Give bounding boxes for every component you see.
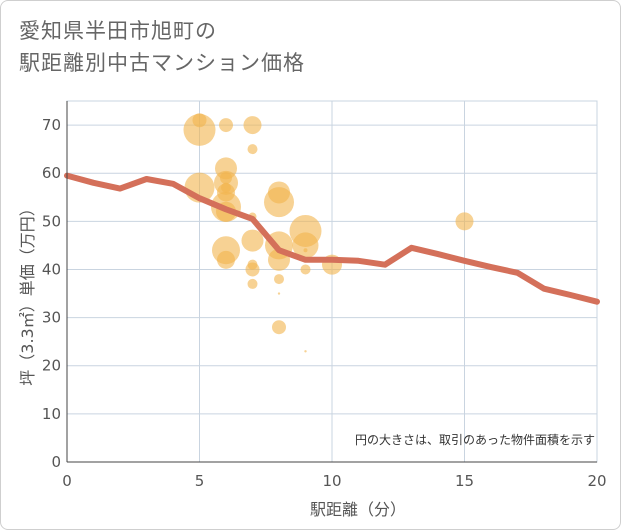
x-axis-title: 駅距離（分） — [310, 500, 406, 519]
bubble — [272, 320, 286, 335]
bubble — [264, 187, 294, 218]
bubble — [304, 350, 307, 353]
bubble — [245, 262, 260, 277]
y-tick-label: 60 — [42, 164, 61, 182]
x-tick-label: 15 — [455, 472, 474, 490]
bubble — [219, 118, 233, 133]
average-price-line — [64, 172, 600, 305]
x-tick-label: 5 — [195, 472, 205, 490]
y-tick-label: 70 — [42, 116, 61, 134]
bubble — [183, 113, 216, 146]
y-axis-title: 坪（3.3㎡）単価（万円） — [18, 200, 37, 385]
bubble — [241, 229, 264, 252]
y-tick-label: 20 — [42, 357, 61, 375]
bubble-size-note: 円の大きさは、取引のあった物件面積を示す — [355, 432, 595, 447]
bubble — [247, 278, 258, 289]
grid-lines — [66, 100, 598, 463]
x-tick-label: 20 — [587, 472, 606, 490]
bubble — [247, 144, 258, 155]
bubble — [217, 250, 235, 269]
bubble — [277, 292, 281, 295]
x-tick-label: 10 — [322, 472, 341, 490]
chart-title-line1: 愛知県半田市旭町の — [19, 19, 217, 43]
bubble — [243, 116, 262, 135]
bubble — [192, 113, 207, 128]
y-tick-label: 0 — [51, 453, 61, 471]
y-tick-label: 40 — [42, 260, 61, 278]
axes — [66, 101, 597, 463]
bubble — [303, 248, 308, 253]
x-tick-label: 0 — [62, 472, 72, 490]
tick-labels: 0 10 20 30 40 50 60 70 0 5 10 15 20 — [42, 116, 607, 490]
bubble — [455, 212, 474, 231]
bubble-series — [183, 113, 474, 353]
chart-title: 愛知県半田市旭町の 駅距離別中古マンション価格 — [19, 15, 305, 79]
bubble — [220, 172, 232, 185]
bubble — [292, 232, 319, 259]
bubble — [274, 274, 284, 285]
y-tick-label: 10 — [42, 405, 61, 423]
bubble — [300, 264, 311, 275]
chart-title-line2: 駅距離別中古マンション価格 — [19, 51, 305, 75]
y-tick-label: 50 — [42, 212, 61, 230]
y-tick-label: 30 — [42, 309, 61, 327]
